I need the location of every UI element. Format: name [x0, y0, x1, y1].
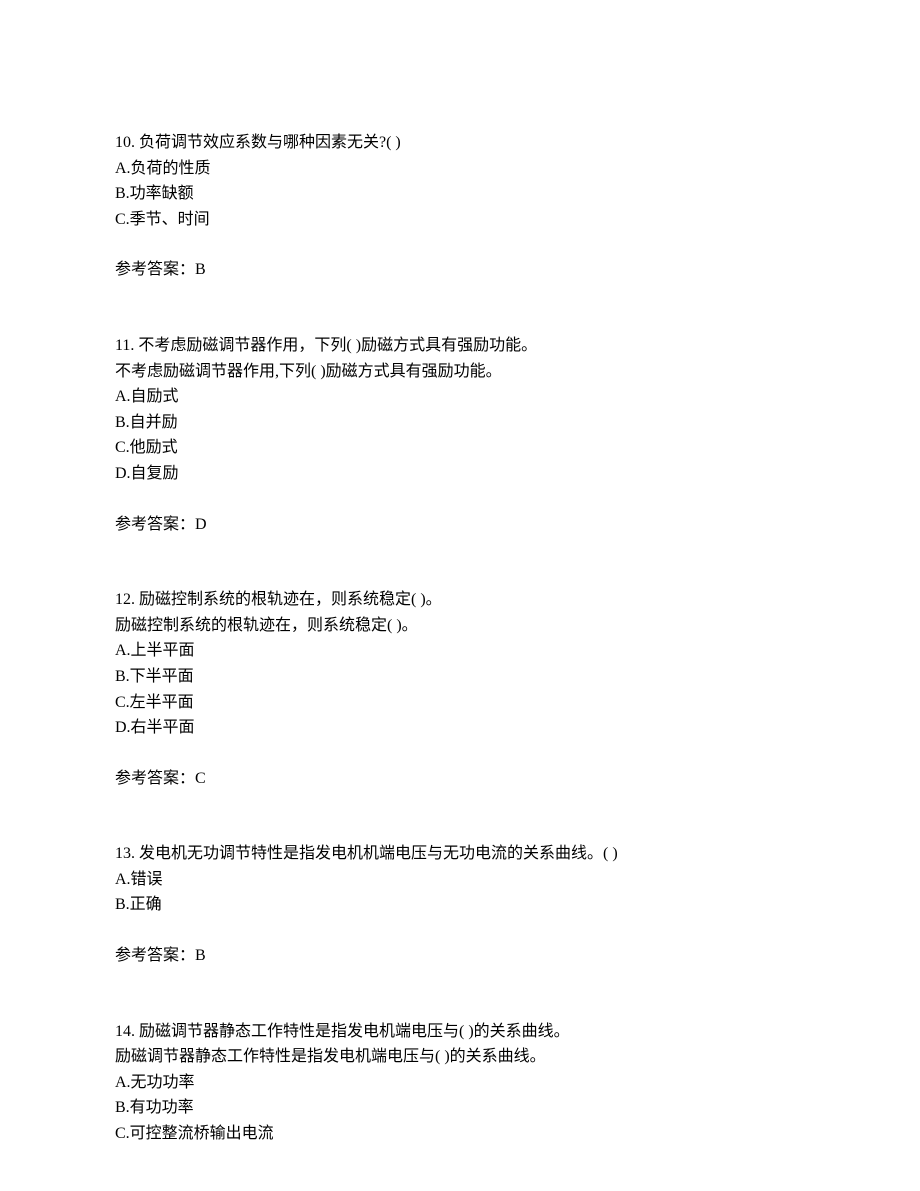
answer-line: 参考答案：D: [115, 512, 805, 538]
answer-value: B: [195, 261, 206, 278]
question-subtext: 励磁调节器静态工作特性是指发电机端电压与( )的关系曲线。: [115, 1044, 805, 1070]
option-c: C.季节、时间: [115, 207, 805, 233]
question-11: 11. 不考虑励磁调节器作用，下列( )励磁方式具有强励功能。 不考虑励磁调节器…: [115, 333, 805, 537]
option-b: B.功率缺额: [115, 181, 805, 207]
answer-label: 参考答案：: [115, 947, 195, 964]
question-text: 12. 励磁控制系统的根轨迹在，则系统稳定( )。: [115, 587, 805, 613]
question-content: 不考虑励磁调节器作用，下列( )励磁方式具有强励功能。: [138, 337, 537, 354]
option-c: C.左半平面: [115, 690, 805, 716]
answer-line: 参考答案：C: [115, 766, 805, 792]
option-a: A.无功功率: [115, 1070, 805, 1096]
question-number: 13.: [115, 845, 135, 862]
option-a: A.自励式: [115, 384, 805, 410]
question-12: 12. 励磁控制系统的根轨迹在，则系统稳定( )。 励磁控制系统的根轨迹在，则系…: [115, 587, 805, 791]
answer-label: 参考答案：: [115, 770, 195, 787]
answer-value: C: [195, 770, 206, 787]
answer-value: B: [195, 947, 206, 964]
answer-label: 参考答案：: [115, 261, 195, 278]
option-a: A.错误: [115, 867, 805, 893]
answer-value: D: [195, 516, 207, 533]
option-b: B.下半平面: [115, 664, 805, 690]
question-content: 发电机无功调节特性是指发电机机端电压与无功电流的关系曲线。( ): [139, 845, 618, 862]
option-c: C.可控整流桥输出电流: [115, 1121, 805, 1147]
option-d: D.自复励: [115, 461, 805, 487]
option-a: A.上半平面: [115, 638, 805, 664]
question-13: 13. 发电机无功调节特性是指发电机机端电压与无功电流的关系曲线。( ) A.错…: [115, 841, 805, 968]
option-b: B.自并励: [115, 410, 805, 436]
option-d: D.右半平面: [115, 715, 805, 741]
option-c: C.他励式: [115, 435, 805, 461]
answer-line: 参考答案：B: [115, 257, 805, 283]
question-subtext: 不考虑励磁调节器作用,下列( )励磁方式具有强励功能。: [115, 359, 805, 385]
question-content: 励磁调节器静态工作特性是指发电机端电压与( )的关系曲线。: [139, 1023, 570, 1040]
question-subtext: 励磁控制系统的根轨迹在，则系统稳定( )。: [115, 613, 805, 639]
question-number: 14.: [115, 1023, 135, 1040]
question-content: 励磁控制系统的根轨迹在，则系统稳定( )。: [139, 591, 442, 608]
question-text: 14. 励磁调节器静态工作特性是指发电机端电压与( )的关系曲线。: [115, 1019, 805, 1045]
answer-line: 参考答案：B: [115, 943, 805, 969]
answer-label: 参考答案：: [115, 516, 195, 533]
question-number: 10.: [115, 134, 135, 151]
question-number: 12.: [115, 591, 135, 608]
option-b: B.正确: [115, 892, 805, 918]
question-number: 11.: [115, 337, 134, 354]
option-b: B.有功功率: [115, 1095, 805, 1121]
question-text: 11. 不考虑励磁调节器作用，下列( )励磁方式具有强励功能。: [115, 333, 805, 359]
question-10: 10. 负荷调节效应系数与哪种因素无关?( ) A.负荷的性质 B.功率缺额 C…: [115, 130, 805, 283]
question-14: 14. 励磁调节器静态工作特性是指发电机端电压与( )的关系曲线。 励磁调节器静…: [115, 1019, 805, 1147]
question-content: 负荷调节效应系数与哪种因素无关?( ): [139, 134, 401, 151]
option-a: A.负荷的性质: [115, 156, 805, 182]
question-text: 10. 负荷调节效应系数与哪种因素无关?( ): [115, 130, 805, 156]
question-text: 13. 发电机无功调节特性是指发电机机端电压与无功电流的关系曲线。( ): [115, 841, 805, 867]
